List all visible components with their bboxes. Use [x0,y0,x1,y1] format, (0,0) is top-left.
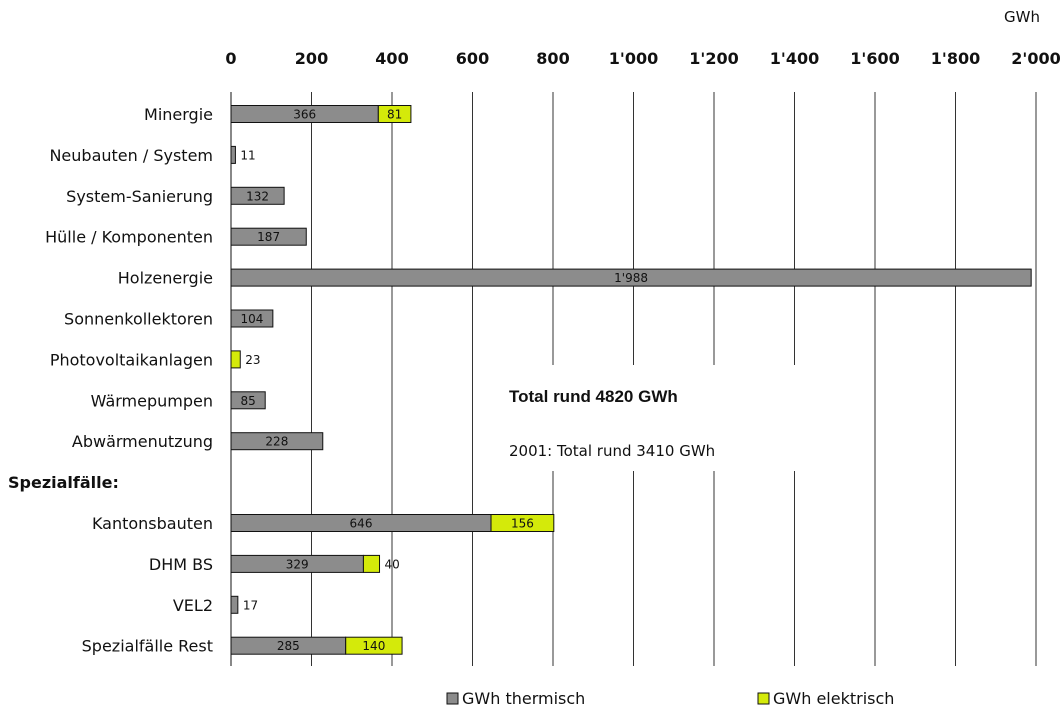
category-label: Hülle / Komponenten [45,228,213,247]
category-label: Sonnenkollektoren [64,310,213,329]
x-tick-label: 1'400 [770,49,819,68]
annotation-total: Total rund 4820 GWh [509,387,678,406]
bar-elektrisch [362,554,381,573]
category-label: DHM BS [149,555,213,574]
legend-elektrisch: GWh elektrisch [757,689,894,708]
bar-thermisch [230,145,236,164]
bar-value-label: 40 [385,557,400,571]
x-tick-label: 1'800 [931,49,980,68]
bar-elektrisch [345,636,403,655]
legend-label: GWh thermisch [462,689,585,708]
bar-value-label: 285 [277,639,300,653]
bar-value-label: 228 [265,435,288,449]
category-label: Minergie [144,105,213,124]
bar-thermisch [230,595,239,614]
x-tick-label: 1'200 [689,49,738,68]
bar-elektrisch [230,350,241,369]
bar-value-label: 104 [240,312,263,326]
category-label: Photovoltaikanlagen [50,350,213,369]
category-label: Spezialfälle Rest [82,637,213,656]
category-label: Kantonsbauten [92,514,213,533]
section-label: Spezialfälle: [8,473,119,492]
legend-thermisch: GWh thermisch [446,689,585,708]
unit-label: GWh [1004,8,1040,26]
x-tick-label: 2'000 [1011,49,1060,68]
category-label: System-Sanierung [66,187,213,206]
bar-value-label: 187 [257,230,280,244]
category-labels: Minergie Neubauten / System System-Sanieru… [8,105,213,656]
bar-elektrisch [490,514,555,532]
bars [230,105,1032,655]
x-tick-label: 400 [375,49,408,68]
category-label: VEL2 [173,596,213,615]
legend: GWh thermisch GWh elektrisch [446,689,894,708]
bar-value-labels: 366 81 11 132 187 1'988 104 23 85 228 646 156 329 40 1… [240,108,648,654]
x-tick-label: 600 [456,49,489,68]
bar-value-label: 329 [286,557,309,571]
x-tick-labels: 0 200 400 600 800 1'000 1'200 1'400 1'600 1'800 2'… [225,49,1060,68]
bar-value-label: 81 [387,108,402,122]
category-label: Abwärmenutzung [72,432,213,451]
bar-value-label: 11 [240,148,255,162]
x-tick-label: 0 [225,49,236,68]
x-tick-label: 200 [295,49,328,68]
legend-label: GWh elektrisch [773,689,894,708]
legend-swatch [757,692,770,705]
annotation-previous: 2001: Total rund 3410 GWh [509,442,715,460]
bar-value-label: 23 [245,353,260,367]
bar-value-label: 85 [240,394,255,408]
bar-value-label: 140 [362,639,385,653]
annotation-background [500,365,872,471]
legend-swatch [446,692,459,705]
x-tick-label: 1'600 [850,49,899,68]
bar-value-label: 132 [246,189,269,203]
category-label: Holzenergie [118,269,213,288]
category-label: Neubauten / System [49,146,213,165]
bar-value-label: 17 [243,598,258,612]
x-tick-label: 800 [536,49,569,68]
bar-value-label: 646 [350,517,373,531]
bar-value-label: 366 [293,108,316,122]
category-label: Wärmepumpen [91,391,213,410]
x-tick-label: 1'000 [609,49,658,68]
bar-value-label: 156 [511,517,534,531]
bar-elektrisch [377,105,412,123]
bar-value-label: 1'988 [614,271,648,285]
